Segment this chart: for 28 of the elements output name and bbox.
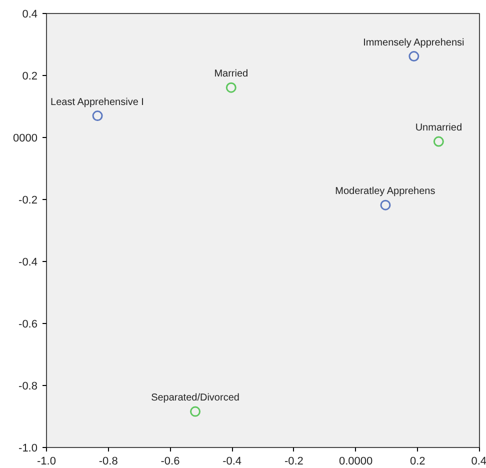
point <box>380 200 391 210</box>
x-tick-label: -0.8 <box>98 456 118 468</box>
x-tick-label: -0.4 <box>222 456 242 468</box>
annotation: Separated/Divorced <box>151 392 240 404</box>
x-tick-label: -0.2 <box>284 456 304 468</box>
y-tick-label: 0.2 <box>22 70 38 82</box>
point <box>226 82 236 93</box>
x-tick-label: -1.0 <box>37 456 56 468</box>
x-tick-label: -0.6 <box>160 456 180 468</box>
point <box>190 406 201 417</box>
y-tick-label: -0.8 <box>18 380 38 392</box>
annotation: Married <box>214 68 248 80</box>
annotation: Immensely Apprehensi <box>363 37 464 48</box>
annotation: Unmarried <box>415 122 462 134</box>
annotation: Moderatley Apprehens <box>335 186 436 198</box>
y-tick-label: -0.2 <box>18 194 38 206</box>
point <box>433 136 444 147</box>
point <box>92 110 103 122</box>
y-tick-label: -0.6 <box>18 318 38 330</box>
annotation: Least Apprehensive I <box>50 96 144 108</box>
x-tick-label: 0.0000 <box>338 456 373 468</box>
x-tick-label: 0.4 <box>471 456 486 468</box>
y-tick-label: -1.0 <box>18 442 38 454</box>
y-tick-label: 0.4 <box>22 8 38 20</box>
y-tick-label: -0.4 <box>18 256 38 268</box>
y-tick-label: 0000 <box>13 132 38 144</box>
x-tick-label: 0.2 <box>410 456 426 468</box>
point <box>408 51 420 62</box>
